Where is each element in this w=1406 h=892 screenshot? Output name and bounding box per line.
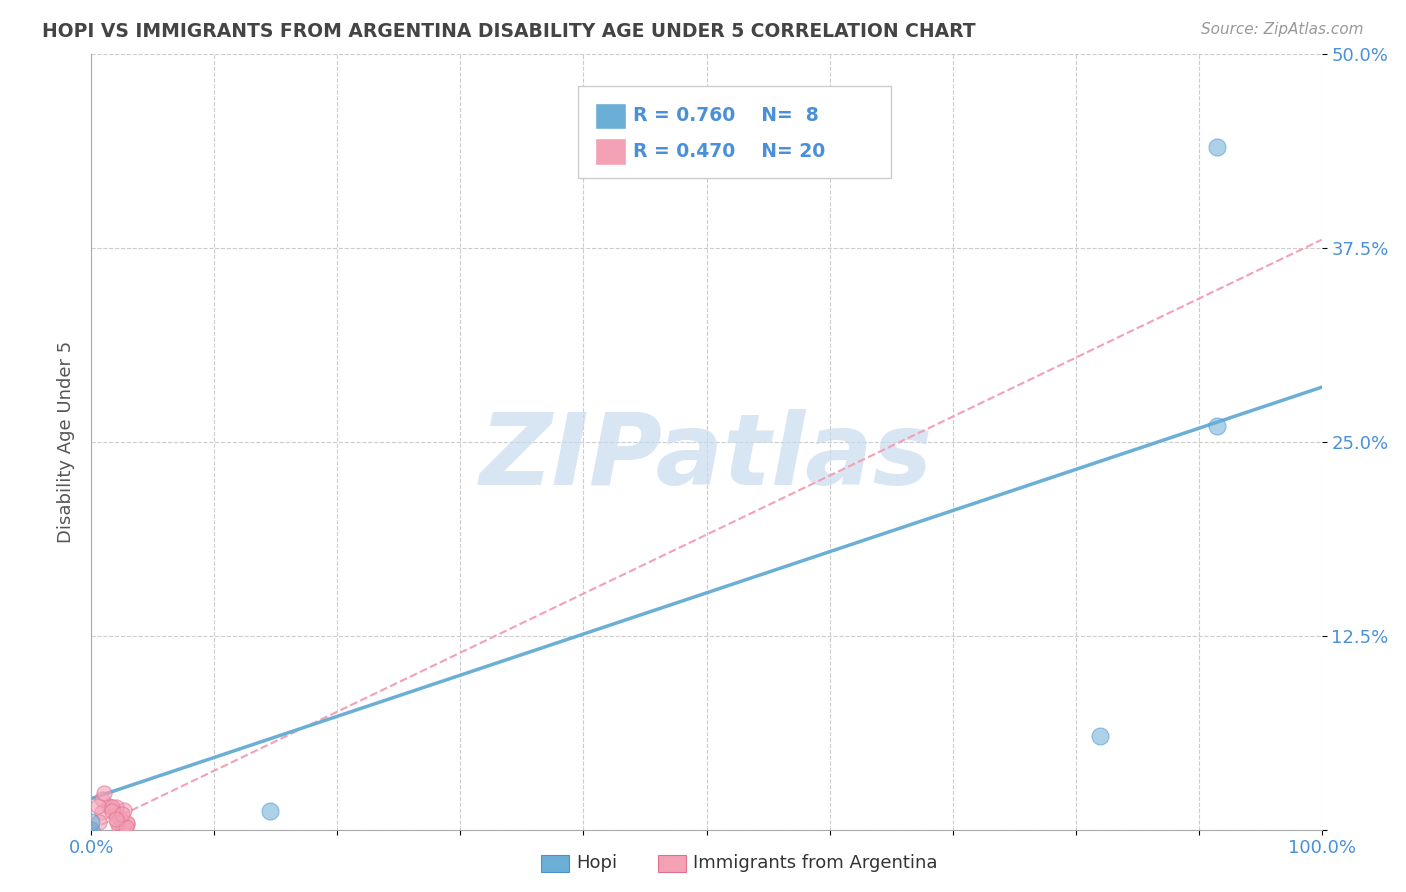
Point xyxy=(1206,139,1229,153)
Point xyxy=(105,799,128,814)
Point xyxy=(100,804,122,818)
Point xyxy=(112,820,135,834)
Point xyxy=(105,815,128,830)
Point xyxy=(80,814,103,829)
Point xyxy=(1088,730,1111,744)
Point xyxy=(115,817,138,831)
Point xyxy=(111,806,134,821)
Point xyxy=(104,808,127,822)
Text: R = 0.760    N=  8: R = 0.760 N= 8 xyxy=(633,106,818,126)
Point xyxy=(105,813,128,827)
Text: Immigrants from Argentina: Immigrants from Argentina xyxy=(693,855,938,872)
Point xyxy=(259,804,281,818)
Point xyxy=(93,786,115,800)
Point xyxy=(87,799,110,814)
Text: Hopi: Hopi xyxy=(576,855,617,872)
Point xyxy=(89,814,111,829)
Text: Source: ZipAtlas.com: Source: ZipAtlas.com xyxy=(1201,22,1364,37)
Point xyxy=(100,800,122,814)
Point xyxy=(91,792,114,806)
Point xyxy=(108,821,131,835)
Point xyxy=(108,811,131,825)
Text: HOPI VS IMMIGRANTS FROM ARGENTINA DISABILITY AGE UNDER 5 CORRELATION CHART: HOPI VS IMMIGRANTS FROM ARGENTINA DISABI… xyxy=(42,22,976,41)
Point xyxy=(98,798,121,813)
Point xyxy=(80,822,103,837)
Point xyxy=(115,820,138,834)
Y-axis label: Disability Age Under 5: Disability Age Under 5 xyxy=(56,341,75,542)
Point xyxy=(1206,419,1229,434)
Text: R = 0.470    N= 20: R = 0.470 N= 20 xyxy=(633,142,825,161)
Point xyxy=(117,816,139,830)
Point xyxy=(91,805,114,819)
Text: ZIPatlas: ZIPatlas xyxy=(479,409,934,506)
Point xyxy=(112,803,135,817)
